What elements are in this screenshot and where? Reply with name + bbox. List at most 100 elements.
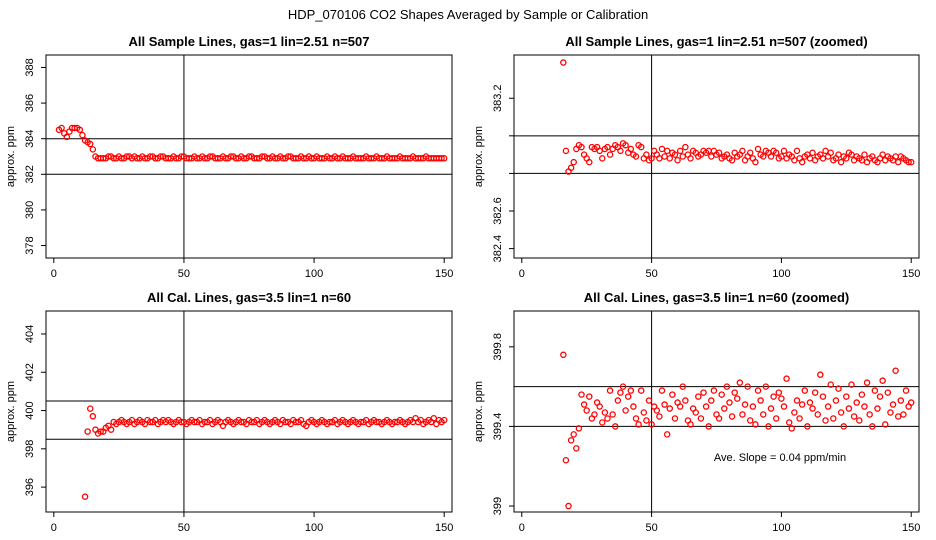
- data-point: [897, 397, 905, 404]
- data-point: [861, 151, 868, 158]
- data-point: [671, 415, 679, 422]
- y-tick-label: 399.4: [492, 413, 504, 441]
- x-tick-label: 50: [178, 268, 190, 280]
- data-point: [736, 379, 744, 386]
- data-point: [858, 391, 866, 398]
- data-point: [596, 403, 603, 410]
- y-axis-label: approx. ppm: [5, 381, 17, 442]
- x-tick-label: 50: [645, 522, 657, 534]
- data-point: [632, 415, 640, 422]
- data-point: [889, 401, 897, 408]
- plot-frame: [45, 310, 453, 513]
- data-point: [679, 153, 687, 160]
- data-point: [627, 145, 635, 153]
- data-point: [775, 389, 783, 396]
- data-point: [643, 151, 650, 158]
- data-point: [866, 411, 873, 418]
- data-point: [765, 423, 772, 430]
- data-point: [578, 143, 585, 151]
- data-point: [809, 149, 816, 156]
- y-tick-label: 383.2: [492, 84, 504, 112]
- data-point: [819, 393, 827, 400]
- data-point: [804, 423, 811, 430]
- data-point: [907, 158, 915, 166]
- data-point: [599, 419, 606, 426]
- data-point: [586, 158, 593, 166]
- data-point: [843, 155, 850, 162]
- data-point: [759, 411, 767, 418]
- annotation-text: Ave. Slope = 0.04 ppm/min: [714, 452, 846, 464]
- y-tick-label: 404: [24, 325, 36, 343]
- data-point: [575, 425, 583, 432]
- data-point: [622, 141, 629, 149]
- data-point: [79, 131, 86, 139]
- panels: All Sample Lines, gas=1 lin=2.51 n=507 0 5…: [5, 34, 920, 534]
- data-point: [697, 415, 705, 422]
- data-point: [830, 415, 837, 422]
- data-point: [606, 151, 614, 158]
- data-point: [907, 399, 915, 406]
- data-point: [702, 403, 710, 410]
- data-point: [567, 164, 575, 172]
- data-point: [850, 413, 858, 420]
- data-point: [562, 457, 570, 464]
- data-point: [583, 407, 590, 414]
- data-point: [783, 375, 790, 382]
- data-point: [107, 426, 115, 433]
- data-point: [661, 401, 668, 408]
- x-tick-label: 50: [645, 268, 657, 280]
- data-point: [767, 153, 775, 160]
- data-points: [560, 351, 915, 510]
- data-point: [900, 411, 907, 418]
- data-point: [687, 421, 694, 428]
- data-point: [604, 415, 611, 422]
- data-point: [643, 417, 650, 424]
- data-point: [565, 502, 572, 510]
- x-tick-label: 100: [772, 522, 790, 534]
- y-tick-label: 399: [492, 497, 504, 515]
- chart-panel-2: All Sample Lines, gas=1 lin=2.51 n=507 (…: [473, 34, 920, 280]
- main-title: HDP_070106 CO2 Shapes Averaged by Sample…: [288, 7, 648, 22]
- data-point: [882, 421, 889, 428]
- data-point: [645, 397, 653, 404]
- data-point: [619, 383, 627, 390]
- data-point: [637, 387, 645, 394]
- data-point: [663, 431, 671, 438]
- data-point: [801, 387, 809, 394]
- plot-frame: [45, 54, 453, 259]
- y-tick-label: 398: [24, 440, 36, 458]
- data-point: [827, 149, 834, 156]
- y-tick-label: 382.6: [492, 197, 504, 225]
- x-tick-label: 150: [435, 522, 453, 534]
- panel-title: All Sample Lines, gas=1 lin=2.51 n=507 (…: [565, 34, 867, 49]
- data-point: [892, 367, 899, 374]
- data-point: [822, 417, 829, 424]
- data-point: [845, 405, 853, 412]
- data-point: [715, 415, 723, 422]
- data-point: [692, 409, 699, 416]
- x-tick-label: 0: [51, 268, 57, 280]
- data-point: [837, 409, 845, 416]
- data-point: [86, 140, 94, 148]
- y-tick-label: 399.8: [492, 333, 504, 361]
- y-axis-label: approx. ppm: [473, 126, 485, 187]
- data-point: [89, 146, 97, 153]
- data-point: [853, 399, 860, 406]
- x-tick-label: 0: [519, 268, 525, 280]
- plot-frame: [513, 310, 920, 513]
- data-point: [674, 157, 681, 164]
- y-tick-label: 382.4: [492, 235, 504, 263]
- data-point: [663, 147, 671, 155]
- data-point: [905, 158, 912, 166]
- data-point: [640, 409, 648, 416]
- x-tick-label: 150: [435, 268, 453, 280]
- data-point: [81, 493, 89, 500]
- data-point: [752, 421, 759, 428]
- data-point: [648, 155, 655, 162]
- data-point: [884, 389, 892, 396]
- data-point: [894, 158, 902, 166]
- data-point: [682, 143, 689, 151]
- data-point: [863, 379, 871, 386]
- data-point: [700, 389, 707, 396]
